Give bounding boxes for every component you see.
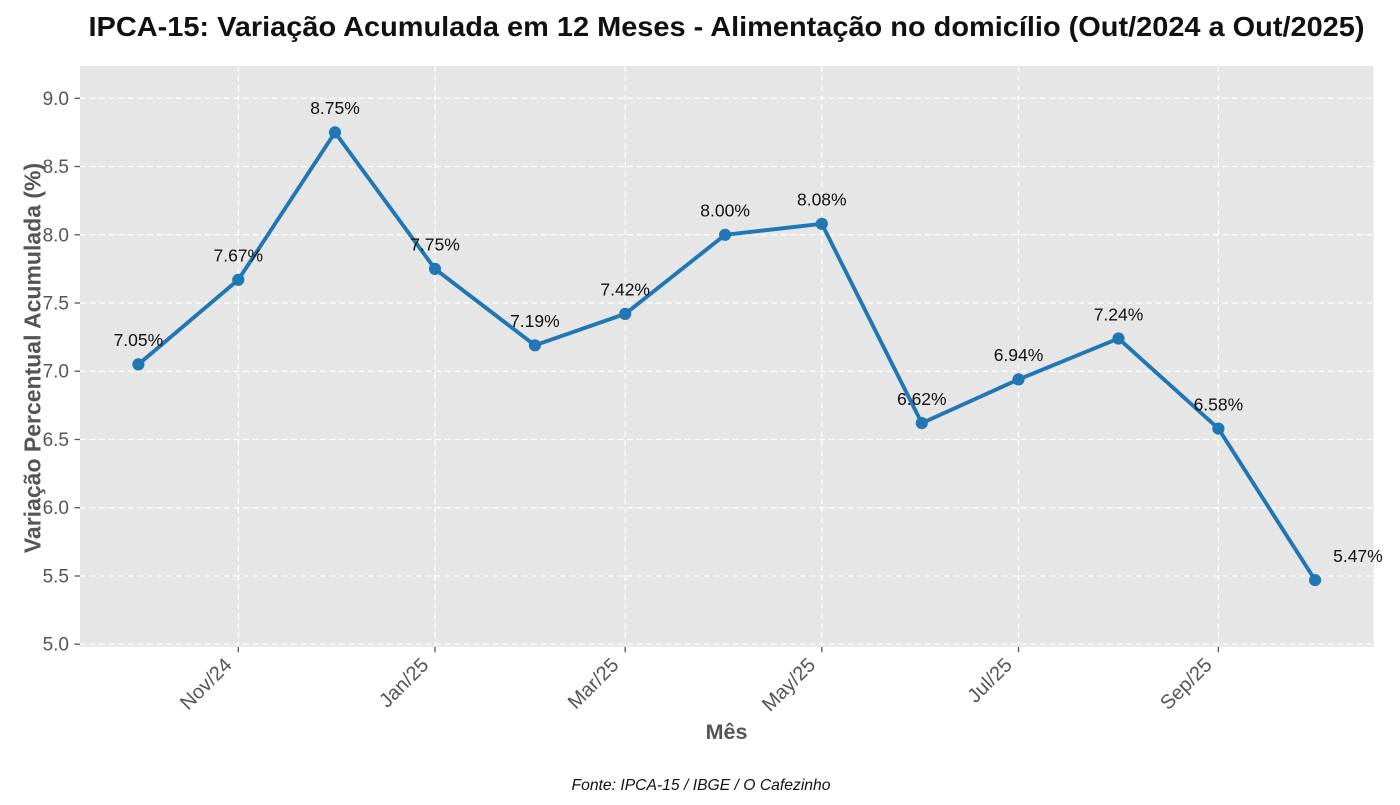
svg-text:6.58%: 6.58%	[1194, 394, 1244, 414]
svg-text:8.0: 8.0	[43, 225, 69, 246]
svg-text:8.08%: 8.08%	[797, 190, 847, 210]
svg-text:6.62%: 6.62%	[897, 389, 947, 409]
svg-text:Variação Percentual Acumulada: Variação Percentual Acumulada (%)	[20, 163, 46, 553]
svg-text:6.5: 6.5	[43, 430, 69, 451]
svg-text:7.0: 7.0	[43, 362, 69, 383]
svg-text:6.94%: 6.94%	[994, 345, 1044, 365]
svg-text:5.0: 5.0	[43, 635, 69, 656]
svg-text:7.5: 7.5	[43, 294, 69, 315]
svg-text:7.75%: 7.75%	[410, 235, 460, 255]
svg-text:9.0: 9.0	[43, 89, 69, 110]
svg-text:5.5: 5.5	[43, 567, 69, 588]
svg-text:Fonte: IPCA-15 / IBGE / O Cafe: Fonte: IPCA-15 / IBGE / O Cafezinho	[572, 777, 831, 794]
svg-text:8.5: 8.5	[43, 157, 69, 178]
svg-text:8.00%: 8.00%	[700, 201, 750, 221]
svg-text:6.0: 6.0	[43, 498, 69, 519]
svg-text:8.75%: 8.75%	[310, 98, 360, 118]
svg-text:IPCA-15: Variação Acumulada em: IPCA-15: Variação Acumulada em 12 Meses …	[89, 11, 1365, 42]
svg-text:7.24%: 7.24%	[1094, 304, 1144, 324]
svg-text:7.19%: 7.19%	[510, 311, 560, 331]
svg-text:7.67%: 7.67%	[213, 246, 263, 266]
svg-text:Mês: Mês	[706, 720, 748, 744]
svg-text:7.42%: 7.42%	[600, 280, 650, 300]
svg-text:5.47%: 5.47%	[1333, 546, 1383, 566]
svg-text:7.05%: 7.05%	[114, 330, 164, 350]
